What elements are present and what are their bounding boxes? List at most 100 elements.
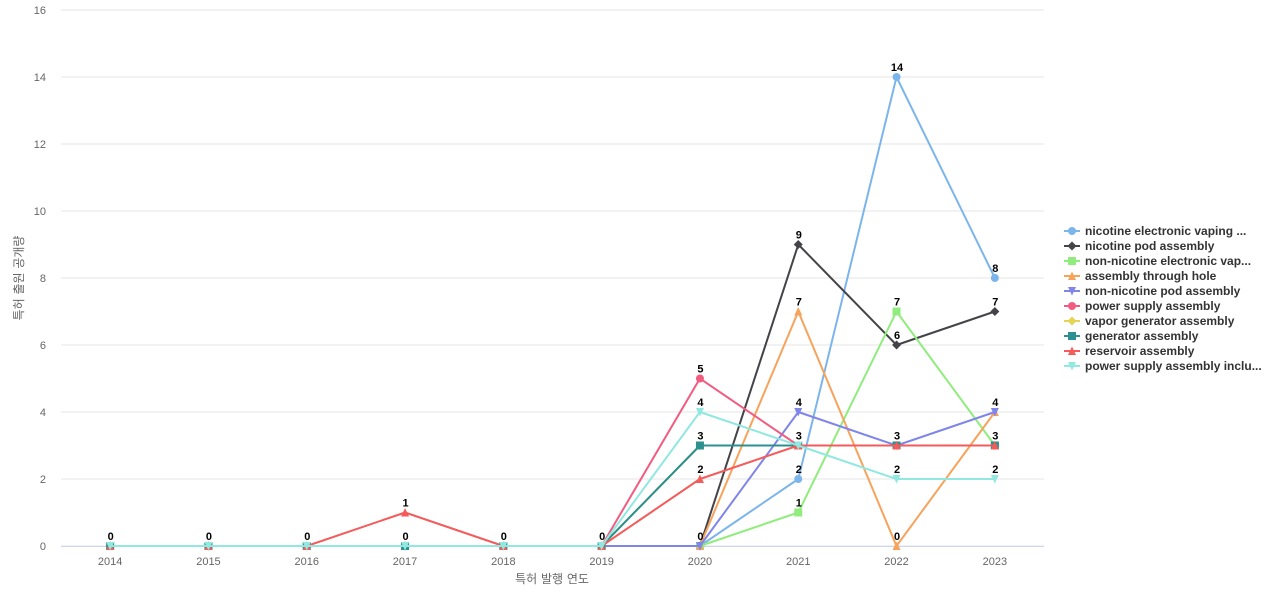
legend-marker[interactable] xyxy=(1068,346,1076,356)
legend-item[interactable]: power supply assembly inclu... xyxy=(1064,359,1262,373)
data-point[interactable] xyxy=(794,307,803,316)
y-axis-title: 특허 출원 공개량 xyxy=(12,236,26,321)
data-point[interactable] xyxy=(794,508,803,517)
data-point[interactable] xyxy=(597,542,606,551)
series-4[interactable] xyxy=(106,307,999,550)
x-axis-title: 특허 발행 연도 xyxy=(515,571,589,586)
data-point[interactable] xyxy=(695,474,704,484)
data-point[interactable] xyxy=(204,542,213,551)
data-point[interactable] xyxy=(990,441,999,450)
legend-label[interactable]: power supply assembly inclu... xyxy=(1085,359,1262,373)
data-label: 0 xyxy=(304,531,310,543)
legend-label[interactable]: assembly through hole xyxy=(1085,269,1217,283)
data-point[interactable] xyxy=(990,408,999,417)
legend-label[interactable]: nicotine pod assembly xyxy=(1085,239,1215,253)
data-label: 6 xyxy=(894,330,900,342)
legend-label[interactable]: non-nicotine pod assembly xyxy=(1085,284,1241,298)
data-point[interactable] xyxy=(794,408,803,417)
data-point[interactable] xyxy=(695,408,704,417)
legend-label[interactable]: non-nicotine electronic vap... xyxy=(1085,254,1251,268)
series-layer xyxy=(105,73,1000,551)
y-tick-label: 6 xyxy=(40,340,46,352)
legend-label[interactable]: reservoir assembly xyxy=(1085,344,1195,358)
data-point[interactable] xyxy=(793,240,803,249)
legend-item[interactable]: vapor generator assembly xyxy=(1064,314,1235,328)
series-6[interactable] xyxy=(106,374,999,551)
data-point[interactable] xyxy=(695,542,704,551)
legend-item[interactable]: reservoir assembly xyxy=(1064,344,1195,358)
data-point[interactable] xyxy=(401,508,410,517)
data-label: 5 xyxy=(697,364,703,376)
data-point[interactable] xyxy=(892,441,901,450)
data-label: 2 xyxy=(992,464,998,476)
legend-item[interactable]: power supply assembly xyxy=(1064,299,1221,313)
data-label: 0 xyxy=(599,531,605,543)
data-point[interactable] xyxy=(695,441,704,450)
data-point[interactable] xyxy=(892,340,902,350)
series-2[interactable] xyxy=(105,240,1000,551)
data-label: 2 xyxy=(697,464,703,476)
data-label: 7 xyxy=(894,297,900,309)
series-8[interactable] xyxy=(106,441,999,551)
series-line[interactable] xyxy=(109,76,996,547)
x-tick-label: 2018 xyxy=(491,556,515,568)
data-point[interactable] xyxy=(695,374,704,383)
legend-item[interactable]: non-nicotine electronic vap... xyxy=(1064,254,1251,268)
legend-marker[interactable] xyxy=(1068,302,1076,310)
legend-marker[interactable] xyxy=(1067,316,1077,326)
y-tick-label: 16 xyxy=(34,5,46,17)
data-label: 0 xyxy=(501,531,507,543)
y-tick-label: 4 xyxy=(40,407,46,419)
legend-item[interactable]: non-nicotine pod assembly xyxy=(1064,284,1241,298)
data-label: 0 xyxy=(697,531,703,543)
y-tick-label: 12 xyxy=(34,139,46,151)
series-line[interactable] xyxy=(109,310,996,547)
series-10[interactable] xyxy=(106,408,999,551)
legend-marker[interactable] xyxy=(1068,271,1076,281)
legend-marker[interactable] xyxy=(1067,241,1077,251)
series-line[interactable] xyxy=(109,310,996,547)
legend-label[interactable]: nicotine electronic vaping ... xyxy=(1085,224,1246,238)
legend-item[interactable]: nicotine electronic vaping ... xyxy=(1064,224,1246,238)
series-3[interactable] xyxy=(106,307,999,551)
data-label: 4 xyxy=(992,397,999,409)
data-point[interactable] xyxy=(499,542,508,551)
legend-marker[interactable] xyxy=(1068,362,1076,371)
data-point[interactable] xyxy=(990,307,1000,316)
legend-marker[interactable] xyxy=(1068,287,1076,296)
data-point[interactable] xyxy=(794,441,803,451)
legend-item[interactable]: generator assembly xyxy=(1064,329,1199,343)
data-point[interactable] xyxy=(990,475,999,484)
data-point[interactable] xyxy=(106,542,115,551)
legend-marker[interactable] xyxy=(1068,257,1076,265)
data-point[interactable] xyxy=(892,73,901,81)
series-9[interactable] xyxy=(106,441,999,550)
data-point[interactable] xyxy=(892,475,901,484)
data-label: 0 xyxy=(108,531,114,543)
data-label: 3 xyxy=(697,431,703,443)
legend-label[interactable]: generator assembly xyxy=(1085,329,1199,343)
legend-item[interactable]: assembly through hole xyxy=(1064,269,1217,283)
y-tick-label: 8 xyxy=(40,273,46,285)
data-point[interactable] xyxy=(892,541,901,551)
x-tick-label: 2019 xyxy=(589,556,613,568)
legend-label[interactable]: power supply assembly xyxy=(1085,299,1221,313)
data-point[interactable] xyxy=(302,542,311,551)
series-line[interactable] xyxy=(109,444,996,547)
data-point[interactable] xyxy=(794,475,803,483)
x-tick-label: 2014 xyxy=(98,556,122,568)
legend-marker[interactable] xyxy=(1068,227,1076,235)
series-line[interactable] xyxy=(109,444,996,547)
series-line[interactable] xyxy=(109,411,996,547)
series-line[interactable] xyxy=(109,243,996,547)
data-point[interactable] xyxy=(892,307,901,316)
series-7[interactable] xyxy=(105,441,1000,551)
series-line[interactable] xyxy=(109,444,996,547)
data-label: 7 xyxy=(796,297,802,309)
data-point[interactable] xyxy=(990,274,999,282)
legend-label[interactable]: vapor generator assembly xyxy=(1085,314,1235,328)
x-tick-label: 2016 xyxy=(295,556,319,568)
data-point[interactable] xyxy=(401,542,410,551)
legend-item[interactable]: nicotine pod assembly xyxy=(1064,239,1215,253)
legend-marker[interactable] xyxy=(1068,332,1076,340)
